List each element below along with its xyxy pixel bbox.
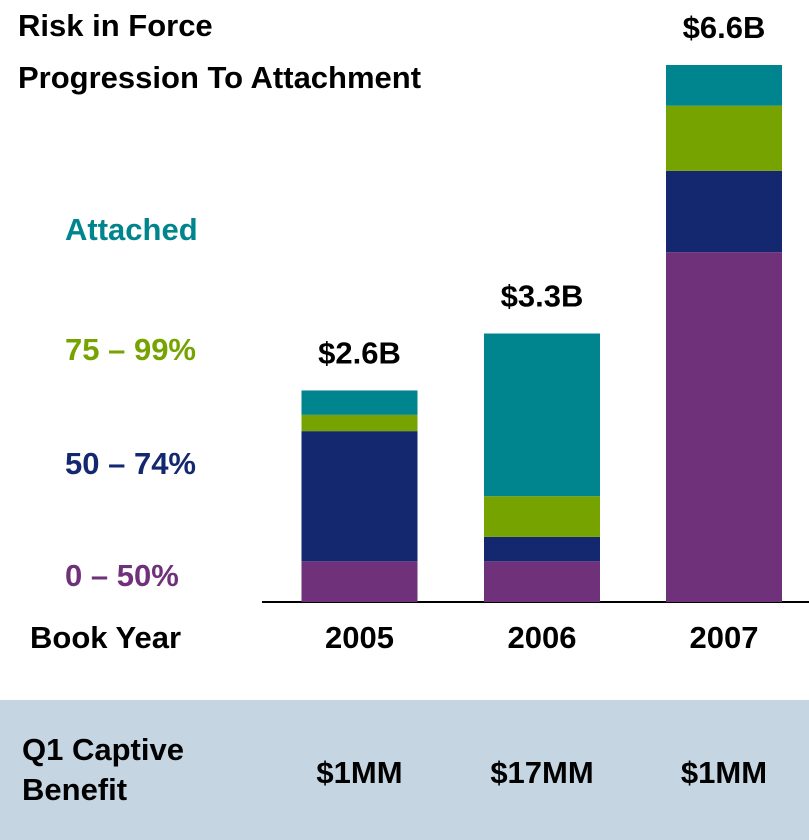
bar-segment — [484, 496, 600, 537]
bar-segment — [484, 536, 600, 562]
bar-segment — [301, 561, 418, 602]
x-tick-label: 2005 — [325, 620, 394, 655]
total-label: $3.3B — [501, 279, 584, 314]
x-tick-label: 2007 — [690, 620, 759, 655]
x-axis-label: Book Year — [30, 620, 181, 655]
benefit-value: $17MM — [490, 755, 593, 790]
bar-segment — [484, 333, 600, 497]
total-label: $6.6B — [683, 10, 766, 45]
benefit-label: Q1 Captive — [22, 732, 184, 767]
bar-segment — [484, 561, 600, 602]
benefit-panel — [0, 700, 809, 840]
benefit-value: $1MM — [316, 755, 402, 790]
benefit-label: Benefit — [22, 772, 127, 807]
legend-label: 0 – 50% — [65, 558, 179, 593]
bar-segment — [301, 414, 418, 432]
total-label: $2.6B — [318, 336, 401, 371]
bar-segment — [301, 431, 418, 562]
legend-label: 75 – 99% — [65, 332, 196, 367]
benefit-value: $1MM — [681, 755, 767, 790]
bar-segment — [666, 252, 782, 603]
x-tick-label: 2006 — [508, 620, 577, 655]
bar-segment — [666, 170, 782, 253]
bar-segment — [301, 390, 418, 415]
chart-subtitle: Progression To Attachment — [18, 60, 421, 95]
chart-title: Risk in Force — [18, 8, 213, 43]
legend-label: Attached — [65, 212, 198, 247]
legend-label: 50 – 74% — [65, 446, 196, 481]
bar-segment — [666, 65, 782, 106]
bar-segment — [666, 105, 782, 171]
